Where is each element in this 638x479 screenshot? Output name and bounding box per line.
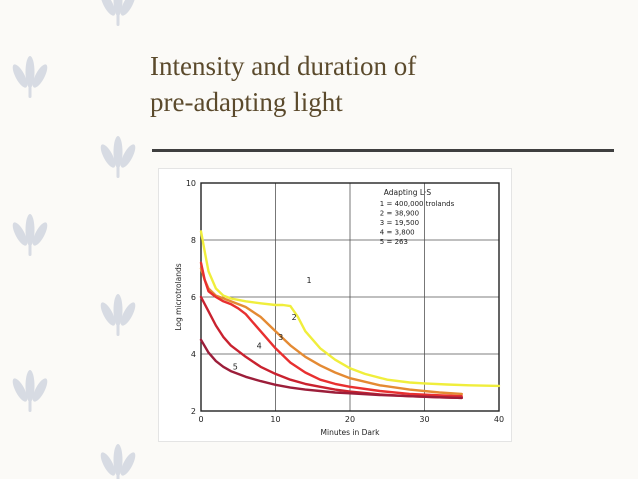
leaf-center	[113, 136, 123, 168]
x-tick-label: 40	[494, 415, 504, 424]
legend-title: Adapting L·S	[384, 188, 432, 197]
dark-adaptation-chart: 0 10 20 30 40 2 4 6 8 10 Minutes in Dark Log microt…	[174, 179, 504, 437]
legend: Adapting L·S 1 = 400,000 trolands 2 = 38,9…	[380, 188, 455, 246]
x-axis-label: Minutes in Dark	[321, 428, 381, 437]
series-label-1: 1	[306, 276, 311, 285]
y-tick-label: 4	[191, 350, 196, 359]
leaf-right	[120, 144, 136, 168]
y-tick-label: 10	[186, 179, 196, 188]
leaf-center	[113, 444, 123, 476]
legend-entry: 4 = 3,800	[380, 229, 415, 237]
leaf-left	[100, 144, 116, 168]
dark-adaptation-figure: 0 10 20 30 40 2 4 6 8 10 Minutes in Dark Log microt…	[158, 168, 512, 442]
leaf-stem	[116, 322, 120, 336]
leaf-sprig-icon	[12, 56, 48, 98]
decorative-leaf-pattern	[12, 0, 136, 479]
legend-entry: 5 = 263	[380, 238, 408, 246]
legend-entry: 2 = 38,900	[380, 210, 419, 218]
series-line-2	[199, 267, 463, 396]
leaf-sprig-icon	[100, 136, 136, 178]
leaf-stem	[116, 164, 120, 178]
leaf-sprig-icon	[100, 444, 136, 479]
leaf-center	[25, 370, 35, 402]
leaf-center	[113, 0, 123, 16]
leaf-sprig-icon	[100, 294, 136, 336]
leaf-left	[100, 302, 116, 326]
leaf-left	[12, 64, 28, 88]
leaf-stem	[28, 242, 32, 256]
leaf-center	[25, 56, 35, 88]
title-divider	[152, 149, 614, 152]
leaf-sprig-icon	[12, 214, 48, 256]
leaf-stem	[28, 398, 32, 412]
leaf-center	[113, 294, 123, 326]
leaf-right	[120, 452, 136, 476]
x-tick-label: 0	[198, 415, 203, 424]
leaf-stem	[116, 12, 120, 26]
leaf-right	[32, 64, 48, 88]
slide-title-line-1: Intensity and duration of	[150, 51, 417, 81]
leaf-stem	[28, 84, 32, 98]
x-tick-label: 10	[270, 415, 280, 424]
y-axis-label: Log microtrolands	[174, 263, 183, 330]
leaf-left	[12, 378, 28, 402]
y-tick-label: 8	[191, 236, 196, 245]
leaf-right	[32, 222, 48, 246]
x-tick-label: 20	[345, 415, 355, 424]
leaf-left	[12, 222, 28, 246]
series-line-5	[199, 338, 463, 400]
y-tick-label: 6	[191, 293, 196, 302]
leaf-center	[25, 214, 35, 246]
leaf-right	[120, 0, 136, 16]
slide-title: Intensity and duration of pre-adapting l…	[150, 48, 620, 120]
x-tick-label: 30	[419, 415, 429, 424]
slide-title-line-2: pre-adapting light	[150, 87, 343, 117]
series-label-5: 5	[233, 363, 238, 372]
leaf-left	[100, 0, 116, 16]
leaf-sprig-icon	[100, 0, 136, 26]
series-line-3	[199, 261, 463, 398]
leaf-sprig-icon	[12, 370, 48, 412]
series-label-2: 2	[292, 313, 297, 322]
y-tick-label: 2	[191, 407, 196, 416]
leaf-stem	[116, 472, 120, 479]
series-line-1	[199, 230, 501, 388]
series-label-3: 3	[278, 333, 283, 342]
series-label-4: 4	[257, 341, 262, 350]
legend-entry: 1 = 400,000 trolands	[380, 200, 455, 208]
leaf-left	[100, 452, 116, 476]
leaf-right	[32, 378, 48, 402]
legend-entry: 3 = 19,500	[380, 219, 419, 227]
leaf-right	[120, 302, 136, 326]
